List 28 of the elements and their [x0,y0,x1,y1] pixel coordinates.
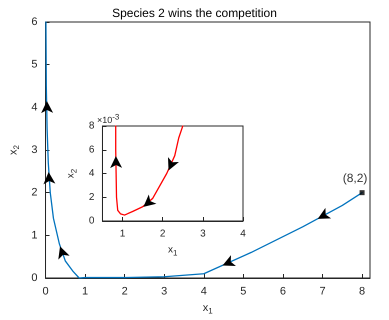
y-tick-label: 6 [88,144,95,156]
y-tick-label: 2 [88,192,95,203]
x-tick-label: 3 [161,286,168,298]
annotation: (8,2) [342,171,368,186]
x-tick-label: 8 [359,286,366,298]
y-tick-label: 0 [31,272,38,284]
x-tick-label: 1 [120,228,126,240]
x-tick-label: 6 [280,286,286,298]
y-axis-title: x2 [66,168,78,178]
x-tick-label: 7 [319,286,326,298]
y-tick-label: 2 [31,186,38,199]
x-tick-label: 2 [160,228,166,240]
y-tick-label: 8 [88,120,95,132]
line-series [115,125,184,216]
x-tick-label: 5 [240,286,246,298]
y-axis-title: x2 [8,144,21,155]
y-tick-label: 0 [88,216,95,226]
x-tick-label: 2 [122,286,128,298]
x-tick-label: 0 [42,286,49,298]
y-tick-label: 4 [31,101,38,114]
x-tick-label: 4 [240,228,246,240]
x-tick-label: 3 [200,228,206,240]
y-tick-label: 3 [31,144,38,156]
x-tick-label: 4 [200,286,207,298]
y-tick-label: 5 [31,58,38,71]
chart-title: Species 2 wins the competition [112,6,277,20]
y-tick-label: 4 [88,168,95,179]
y-tick-label: 6 [31,16,38,28]
